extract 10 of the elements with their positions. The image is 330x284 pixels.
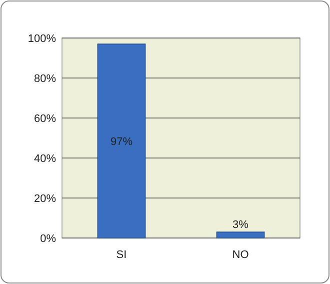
data-label: 3% [232,219,249,231]
y-tick-label: 60% [34,112,56,125]
data-label: 97% [110,136,133,148]
x-tick-label: NO [232,249,250,261]
y-tick-label: 80% [34,72,56,85]
y-tick-label: 100% [28,32,56,45]
y-tick-label: 20% [34,192,56,205]
y-tick-label: 0% [40,232,56,245]
x-tick-label: SI [116,249,127,261]
y-tick-label: 40% [34,152,56,165]
